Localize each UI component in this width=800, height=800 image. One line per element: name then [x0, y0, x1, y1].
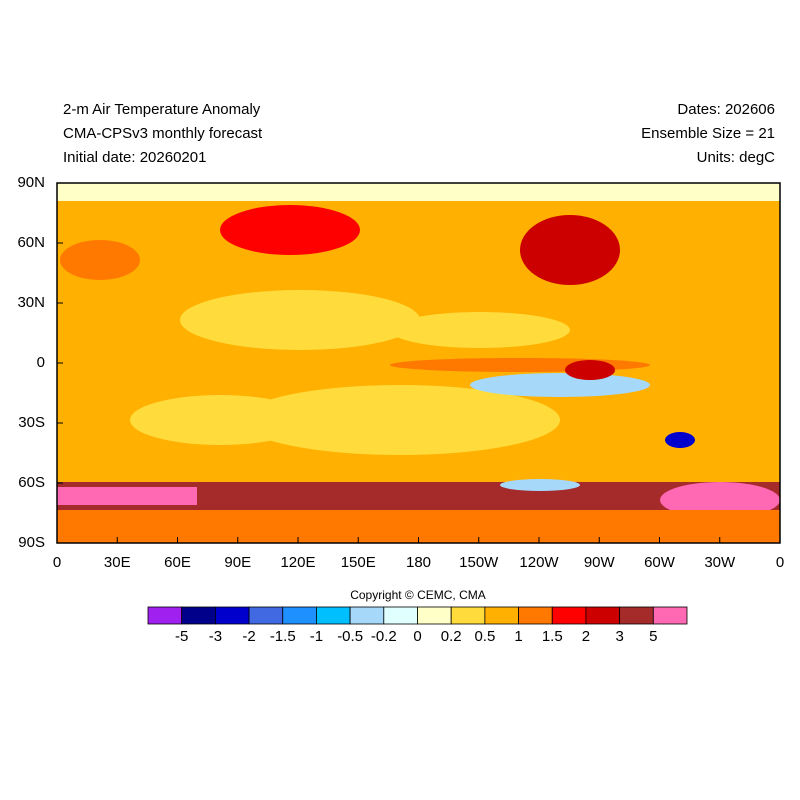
colorbar-label: -0.2 — [371, 628, 397, 645]
field-arctic — [57, 183, 780, 201]
y-tick-label: 60N — [17, 234, 45, 251]
colorbar-label: 3 — [615, 628, 623, 645]
x-tick-label: 150W — [459, 554, 499, 571]
field-blob — [240, 385, 560, 455]
dates: Dates: 202606 — [677, 101, 775, 118]
field-band — [57, 487, 197, 505]
colorbar-box — [181, 606, 216, 625]
colorbar-box — [248, 606, 284, 625]
field-blob — [500, 479, 580, 491]
y-tick-label: 0 — [37, 354, 45, 371]
x-tick-label: 120E — [280, 554, 315, 571]
colorbar-box — [450, 606, 486, 625]
field-blob — [390, 312, 570, 348]
units: Units: degC — [697, 149, 776, 166]
colorbar-box — [417, 606, 452, 625]
colorbar-label: -5 — [175, 628, 188, 645]
map-field — [56, 182, 781, 544]
colorbar-box — [619, 606, 654, 625]
copyright: Copyright © CEMC, CMA — [350, 588, 486, 602]
colorbar-label: -0.5 — [337, 628, 363, 645]
colorbar-box — [518, 606, 553, 625]
colorbar-box — [585, 606, 621, 625]
subtitle: CMA-CPSv3 monthly forecast — [63, 125, 263, 142]
field-blob — [520, 215, 620, 285]
colorbar-label: -3 — [209, 628, 222, 645]
x-tick-label: 180 — [406, 554, 431, 571]
colorbar-label: 0.5 — [474, 628, 495, 645]
y-tick-label: 90N — [17, 174, 45, 191]
field-blob — [665, 432, 695, 448]
x-tick-label: 120W — [519, 554, 559, 571]
colorbar-label: -2 — [242, 628, 255, 645]
x-tick-label: 60E — [164, 554, 191, 571]
y-tick-label: 90S — [18, 534, 45, 551]
colorbar-box — [214, 606, 250, 625]
field-blob — [220, 205, 360, 255]
colorbar-box — [147, 606, 183, 625]
initial-date: Initial date: 20260201 — [63, 149, 206, 166]
x-tick-label: 90E — [224, 554, 251, 571]
x-tick-label: 0 — [53, 554, 61, 571]
colorbar-box — [551, 606, 587, 625]
x-tick-label: 0 — [776, 554, 784, 571]
x-tick-label: 60W — [644, 554, 676, 571]
field-blob — [470, 373, 650, 397]
colorbar-label: 0 — [413, 628, 421, 645]
colorbar-box — [349, 606, 385, 625]
colorbar-label: 5 — [649, 628, 657, 645]
colorbar-label: 2 — [582, 628, 590, 645]
colorbar-box — [652, 606, 688, 625]
field-blob — [180, 290, 420, 350]
y-tick-label: 30N — [17, 294, 45, 311]
colorbar-label: -1 — [310, 628, 323, 645]
y-tick-label: 60S — [18, 474, 45, 491]
colorbar-box — [316, 606, 351, 625]
ensemble-size: Ensemble Size = 21 — [641, 125, 775, 142]
colorbar-label: 1 — [514, 628, 522, 645]
field-blob — [660, 482, 780, 518]
colorbar-label: 1.5 — [542, 628, 563, 645]
x-tick-label: 30W — [704, 554, 736, 571]
field-blob — [565, 360, 615, 380]
x-tick-label: 30E — [104, 554, 131, 571]
x-tick-label: 150E — [341, 554, 376, 571]
colorbar-label: -1.5 — [270, 628, 296, 645]
colorbar-label: 0.2 — [441, 628, 462, 645]
x-tick-label: 90W — [584, 554, 616, 571]
colorbar-box — [484, 606, 519, 625]
title: 2-m Air Temperature Anomaly — [63, 101, 261, 118]
colorbar-box — [383, 606, 418, 625]
y-tick-label: 30S — [18, 414, 45, 431]
field-blob — [60, 240, 140, 280]
field-blob — [130, 395, 310, 445]
colorbar-box — [282, 606, 317, 625]
